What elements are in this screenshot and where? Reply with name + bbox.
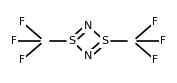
Text: N: N bbox=[84, 21, 92, 31]
Text: S: S bbox=[68, 36, 76, 46]
Text: F: F bbox=[160, 36, 166, 46]
Text: F: F bbox=[19, 55, 25, 65]
Text: F: F bbox=[11, 36, 17, 46]
Text: N: N bbox=[84, 51, 92, 61]
Text: F: F bbox=[152, 17, 158, 27]
Text: F: F bbox=[152, 55, 158, 65]
Text: S: S bbox=[101, 36, 109, 46]
Text: F: F bbox=[19, 17, 25, 27]
